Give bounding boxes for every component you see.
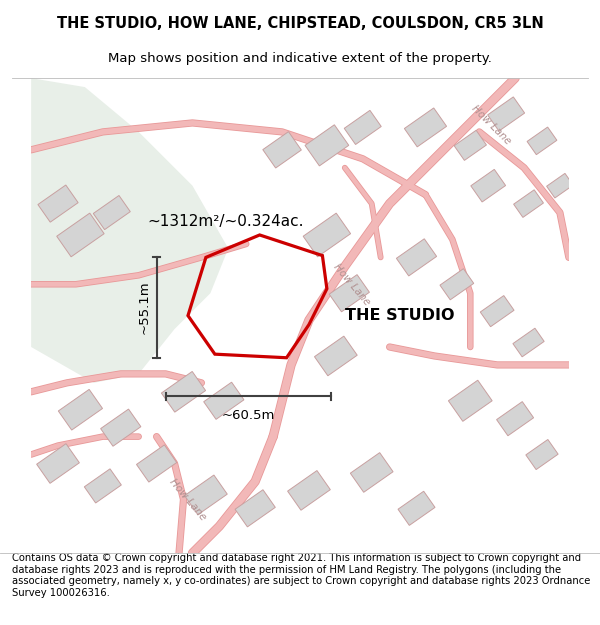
- Polygon shape: [527, 127, 557, 154]
- Text: THE STUDIO: THE STUDIO: [345, 308, 454, 323]
- Polygon shape: [397, 239, 437, 276]
- Text: Map shows position and indicative extent of the property.: Map shows position and indicative extent…: [108, 52, 492, 65]
- Polygon shape: [471, 169, 506, 202]
- Polygon shape: [85, 469, 121, 503]
- Text: How Lane: How Lane: [331, 261, 372, 307]
- Text: THE STUDIO, HOW LANE, CHIPSTEAD, COULSDON, CR5 3LN: THE STUDIO, HOW LANE, CHIPSTEAD, COULSDO…: [56, 16, 544, 31]
- Polygon shape: [204, 382, 244, 419]
- Polygon shape: [235, 490, 275, 527]
- Polygon shape: [526, 439, 558, 469]
- Polygon shape: [404, 108, 446, 147]
- Polygon shape: [161, 371, 206, 412]
- Text: Contains OS data © Crown copyright and database right 2021. This information is : Contains OS data © Crown copyright and d…: [12, 553, 590, 598]
- Polygon shape: [305, 125, 349, 166]
- Polygon shape: [38, 185, 78, 222]
- Polygon shape: [101, 409, 141, 446]
- Polygon shape: [329, 274, 370, 312]
- Polygon shape: [31, 78, 229, 383]
- Polygon shape: [58, 389, 103, 430]
- Polygon shape: [454, 130, 487, 161]
- Text: ~1312m²/~0.324ac.: ~1312m²/~0.324ac.: [148, 214, 304, 229]
- Polygon shape: [448, 380, 492, 421]
- Polygon shape: [497, 402, 533, 436]
- Polygon shape: [480, 296, 514, 327]
- Polygon shape: [350, 452, 393, 493]
- Polygon shape: [287, 471, 331, 510]
- Polygon shape: [57, 213, 104, 257]
- Polygon shape: [513, 328, 544, 357]
- Text: How Lane: How Lane: [168, 477, 208, 522]
- Text: ~60.5m: ~60.5m: [222, 409, 275, 422]
- Text: ~55.1m: ~55.1m: [137, 281, 151, 334]
- Polygon shape: [303, 213, 350, 257]
- Polygon shape: [136, 445, 177, 482]
- Polygon shape: [185, 475, 227, 515]
- Polygon shape: [93, 196, 130, 229]
- Polygon shape: [547, 173, 573, 198]
- Polygon shape: [344, 111, 381, 144]
- Polygon shape: [314, 336, 357, 376]
- Polygon shape: [263, 132, 301, 168]
- Polygon shape: [398, 491, 435, 526]
- Polygon shape: [37, 444, 79, 483]
- Polygon shape: [440, 269, 474, 300]
- Text: How Lane: How Lane: [469, 103, 512, 146]
- Polygon shape: [514, 190, 544, 218]
- Polygon shape: [488, 97, 524, 131]
